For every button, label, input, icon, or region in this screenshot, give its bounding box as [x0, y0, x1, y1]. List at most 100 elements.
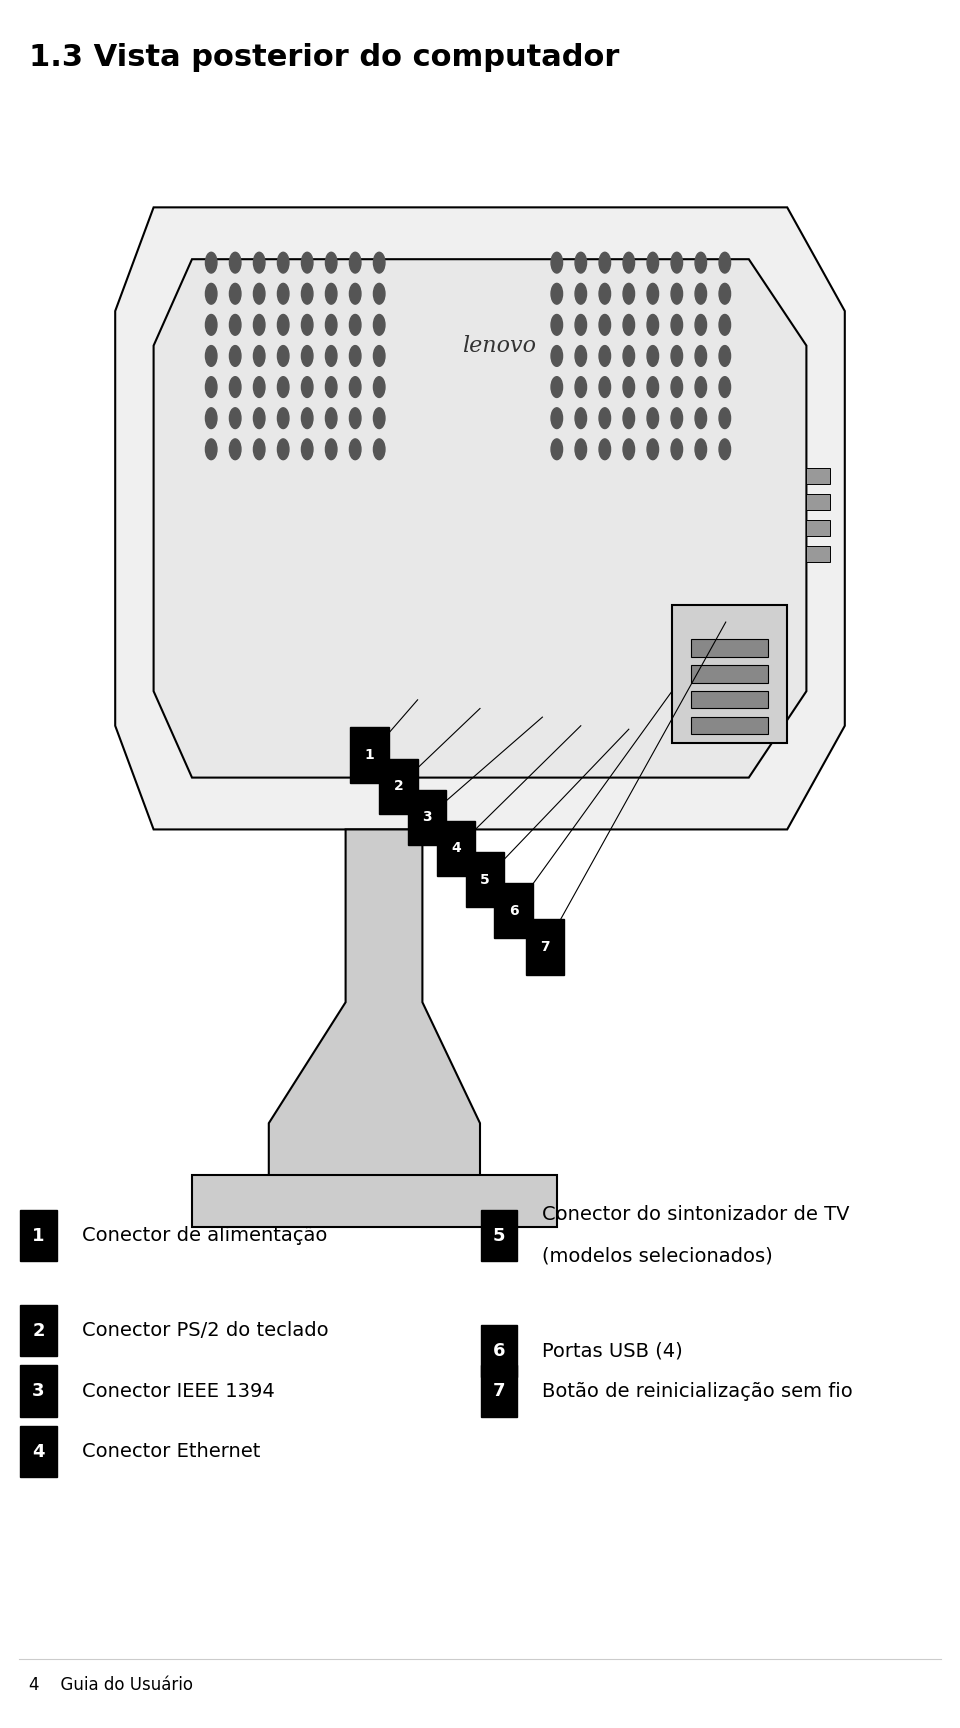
Circle shape: [373, 439, 385, 460]
Circle shape: [623, 408, 635, 429]
Circle shape: [647, 408, 659, 429]
Circle shape: [695, 377, 707, 397]
Circle shape: [551, 314, 563, 335]
FancyBboxPatch shape: [806, 468, 830, 484]
FancyBboxPatch shape: [691, 639, 768, 657]
Circle shape: [253, 377, 265, 397]
FancyBboxPatch shape: [408, 790, 446, 845]
Circle shape: [623, 283, 635, 304]
FancyBboxPatch shape: [379, 759, 418, 814]
Circle shape: [551, 377, 563, 397]
Text: 4    Guia do Usuário: 4 Guia do Usuário: [29, 1676, 193, 1693]
Text: 1.3 Vista posterior do computador: 1.3 Vista posterior do computador: [29, 43, 619, 73]
PathPatch shape: [154, 259, 806, 778]
Circle shape: [551, 439, 563, 460]
Circle shape: [373, 377, 385, 397]
Circle shape: [695, 314, 707, 335]
Circle shape: [253, 252, 265, 273]
Circle shape: [671, 346, 683, 366]
Circle shape: [647, 346, 659, 366]
Text: 4: 4: [32, 1443, 45, 1460]
Text: Portas USB (4): Portas USB (4): [542, 1343, 684, 1360]
Circle shape: [551, 283, 563, 304]
Circle shape: [205, 408, 217, 429]
Text: 7: 7: [492, 1382, 506, 1400]
Circle shape: [277, 346, 289, 366]
Circle shape: [229, 377, 241, 397]
Circle shape: [277, 377, 289, 397]
Circle shape: [253, 408, 265, 429]
Circle shape: [575, 439, 587, 460]
Circle shape: [349, 377, 361, 397]
Circle shape: [349, 283, 361, 304]
FancyBboxPatch shape: [672, 605, 787, 743]
Text: 3: 3: [32, 1382, 45, 1400]
FancyBboxPatch shape: [481, 1325, 517, 1377]
Circle shape: [349, 346, 361, 366]
Text: 3: 3: [422, 810, 432, 824]
Circle shape: [575, 377, 587, 397]
Circle shape: [301, 346, 313, 366]
Circle shape: [719, 283, 731, 304]
Circle shape: [205, 252, 217, 273]
Circle shape: [373, 346, 385, 366]
Circle shape: [301, 439, 313, 460]
Circle shape: [575, 314, 587, 335]
Circle shape: [671, 283, 683, 304]
Circle shape: [349, 408, 361, 429]
FancyBboxPatch shape: [806, 520, 830, 536]
PathPatch shape: [115, 207, 845, 829]
Circle shape: [671, 377, 683, 397]
Circle shape: [373, 252, 385, 273]
Circle shape: [349, 252, 361, 273]
Circle shape: [325, 314, 337, 335]
Circle shape: [671, 314, 683, 335]
Circle shape: [599, 408, 611, 429]
Circle shape: [647, 283, 659, 304]
FancyBboxPatch shape: [20, 1365, 57, 1417]
Circle shape: [695, 283, 707, 304]
Text: 1: 1: [32, 1227, 45, 1244]
Circle shape: [623, 252, 635, 273]
Circle shape: [253, 314, 265, 335]
Circle shape: [647, 252, 659, 273]
PathPatch shape: [269, 829, 480, 1175]
FancyBboxPatch shape: [481, 1210, 517, 1261]
Circle shape: [695, 439, 707, 460]
Circle shape: [229, 252, 241, 273]
Circle shape: [325, 377, 337, 397]
Circle shape: [229, 283, 241, 304]
Text: Conector IEEE 1394: Conector IEEE 1394: [82, 1382, 275, 1400]
Text: Botão de reinicialização sem fio: Botão de reinicialização sem fio: [542, 1382, 853, 1400]
Circle shape: [695, 346, 707, 366]
Circle shape: [229, 439, 241, 460]
Text: 5: 5: [480, 873, 490, 886]
Circle shape: [719, 314, 731, 335]
Circle shape: [325, 346, 337, 366]
Circle shape: [599, 252, 611, 273]
Circle shape: [695, 252, 707, 273]
Circle shape: [575, 408, 587, 429]
Circle shape: [253, 283, 265, 304]
Text: (modelos selecionados): (modelos selecionados): [542, 1248, 773, 1265]
Circle shape: [719, 346, 731, 366]
FancyBboxPatch shape: [806, 494, 830, 510]
Circle shape: [623, 346, 635, 366]
Circle shape: [575, 283, 587, 304]
Circle shape: [671, 408, 683, 429]
Text: 6: 6: [509, 904, 518, 918]
Text: 4: 4: [451, 842, 461, 855]
Circle shape: [623, 377, 635, 397]
FancyBboxPatch shape: [806, 546, 830, 562]
Circle shape: [719, 252, 731, 273]
Circle shape: [301, 283, 313, 304]
Circle shape: [349, 439, 361, 460]
Circle shape: [599, 346, 611, 366]
Circle shape: [671, 252, 683, 273]
Text: lenovo: lenovo: [462, 335, 537, 356]
FancyBboxPatch shape: [526, 919, 564, 975]
Circle shape: [205, 283, 217, 304]
Circle shape: [599, 283, 611, 304]
PathPatch shape: [192, 1175, 557, 1227]
Text: Conector de alimentação: Conector de alimentação: [82, 1227, 327, 1244]
